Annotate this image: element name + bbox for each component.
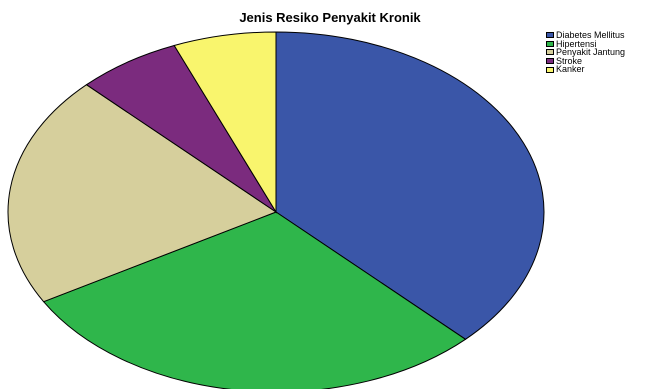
legend-swatch-kanker (546, 66, 554, 73)
legend-item-penyakit-jantung: Penyakit Jantung (546, 48, 625, 57)
legend-item-kanker: Kanker (546, 65, 625, 74)
legend-swatch-penyakit-jantung (546, 49, 554, 56)
pie-slice-kanker (173, 31, 277, 214)
pie-slice-hipertensi (42, 211, 467, 389)
legend-swatch-stroke (546, 58, 554, 65)
legend-item-stroke: Stroke (546, 55, 625, 66)
legend-label-hipertensi: Hipertensi (556, 38, 597, 49)
chart-title: Jenis Resiko Penyakit Kronik (239, 10, 421, 25)
legend-item-diabetes-mellitus: Diabetes Mellitus (546, 31, 625, 40)
legend-item-hipertensi: Hipertensi (546, 38, 625, 49)
pie-slice-penyakit-jantung (7, 84, 278, 303)
pie-slice-diabetes-mellitus (275, 31, 545, 340)
legend-label-penyakit-jantung: Penyakit Jantung (556, 47, 626, 58)
legend-swatch-hipertensi (546, 40, 554, 47)
legend-label-stroke: Stroke (556, 55, 583, 66)
chart-legend: Diabetes Mellitus Hipertensi Penyakit Jant… (546, 31, 625, 74)
legend-swatch-diabetes-mellitus (546, 32, 554, 39)
legend-label-kanker: Kanker (556, 64, 585, 75)
legend-label-diabetes-mellitus: Diabetes Mellitus (556, 30, 625, 40)
